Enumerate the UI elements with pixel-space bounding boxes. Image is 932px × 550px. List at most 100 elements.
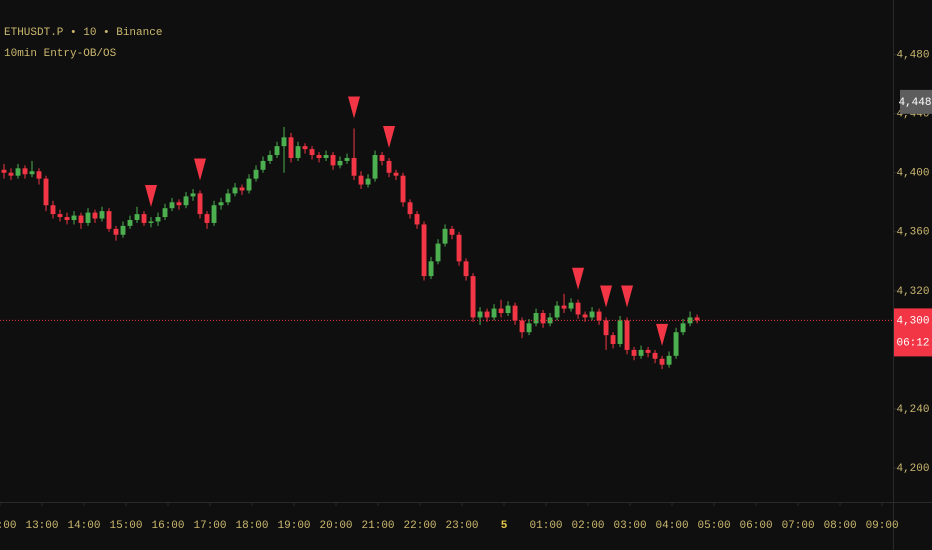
candle-body [8, 172, 14, 176]
candle-body [190, 193, 196, 197]
candle-body [512, 305, 518, 321]
candle-body [470, 276, 476, 318]
candle-body [323, 155, 329, 158]
candle-body [302, 146, 308, 150]
candle-body [71, 215, 77, 220]
candle-body [603, 320, 609, 336]
x-tick-label: 05:00 [698, 520, 731, 532]
candle-body [428, 261, 434, 277]
candle-body [351, 157, 357, 176]
x-tick-label: 17:00 [194, 520, 227, 532]
candle-body [232, 187, 238, 194]
candle-body [666, 355, 672, 365]
last-price-box [894, 308, 932, 357]
candle-body [477, 311, 483, 318]
candle-body [204, 214, 210, 223]
candle-body [239, 187, 245, 191]
candle-body [246, 178, 252, 191]
x-tick-label: 13:00 [25, 520, 58, 532]
x-tick-label: 21:00 [362, 520, 395, 532]
y-tick-label: 4,240 [896, 404, 929, 416]
candle-body [358, 175, 364, 185]
candle-body [288, 137, 294, 158]
x-tick-label: 04:00 [656, 520, 689, 532]
x-tick-label: 02:00 [572, 520, 605, 532]
candle-body [575, 302, 581, 315]
candle-body [344, 157, 350, 161]
candle-body [99, 211, 105, 219]
candle-body [134, 214, 140, 220]
candle-body [449, 228, 455, 235]
candle-body [554, 305, 560, 318]
candle-body [435, 243, 441, 262]
candle-body [463, 261, 469, 277]
candle-body [491, 308, 497, 318]
candle-body [183, 196, 189, 206]
candle-body [407, 202, 413, 215]
candle-body [638, 349, 644, 356]
x-tick-label: 09:00 [866, 520, 899, 532]
candle-body [295, 146, 301, 158]
candle-body [498, 308, 504, 314]
candle-body [456, 234, 462, 262]
candle-body [337, 160, 343, 166]
countdown-label: 06:12 [896, 337, 929, 349]
candle-body [631, 349, 637, 356]
candle-body [162, 208, 168, 218]
x-tick-label: 18:00 [236, 520, 269, 532]
candle-body [106, 211, 112, 229]
candle-body [596, 311, 602, 321]
sell-signal [621, 285, 634, 308]
candle-body [365, 178, 371, 185]
candle-body [316, 155, 322, 158]
y-tick-label: 4,480 [896, 50, 929, 62]
candle-body [379, 155, 385, 161]
candle-body [127, 219, 133, 226]
candle-body [617, 320, 623, 345]
candle-body [267, 155, 273, 161]
candle-body [281, 137, 287, 147]
candle-body [155, 217, 161, 222]
candle-body [659, 358, 665, 365]
marker-price-label: 4,448 [898, 97, 931, 109]
sell-signal [145, 185, 158, 208]
candle-body [260, 160, 266, 170]
x-tick-label: 12:00 [0, 520, 17, 532]
x-tick-label: 5 [501, 520, 508, 532]
candle-body [22, 168, 28, 175]
x-tick-label: 20:00 [320, 520, 353, 532]
candle-body [309, 149, 315, 156]
x-tick-label: 03:00 [614, 520, 647, 532]
candle-body [43, 178, 49, 206]
candle-body [610, 335, 616, 345]
last-price-label: 4,300 [896, 315, 929, 327]
candle-body [421, 224, 427, 277]
candle-body [176, 202, 182, 206]
candle-body [484, 311, 490, 318]
candle-body [673, 332, 679, 356]
y-tick-label: 4,360 [896, 227, 929, 239]
candle-body [372, 155, 378, 179]
sell-signal [572, 267, 585, 290]
chart-title: ETHUSDT.P • 10 • Binance [4, 27, 162, 39]
candle-body [36, 171, 42, 179]
candle-body [141, 214, 147, 223]
candle-body [589, 311, 595, 318]
sell-signal [383, 125, 396, 148]
candle-body [169, 202, 175, 209]
candle-body [400, 175, 406, 203]
x-tick-label: 01:00 [530, 520, 563, 532]
candle-body [519, 320, 525, 333]
candle-body [15, 168, 21, 176]
x-tick-label: 08:00 [824, 520, 857, 532]
candle-body [568, 302, 574, 309]
y-tick-label: 4,200 [896, 463, 929, 475]
candle-body [442, 228, 448, 244]
candle-body [113, 228, 119, 235]
x-tick-label: 19:00 [278, 520, 311, 532]
candle-body [1, 169, 7, 173]
candle-body [29, 171, 35, 175]
candle-body [211, 205, 217, 223]
candle-body [526, 323, 532, 333]
